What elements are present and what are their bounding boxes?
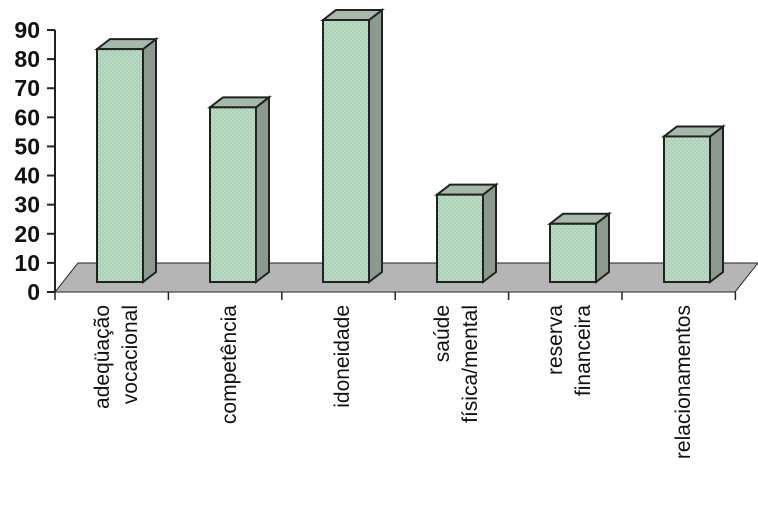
bar-side [142,37,157,285]
category-label-line: vocacional [119,305,142,404]
bar-4 [547,211,612,285]
bar-front [322,19,370,283]
y-tick-label: 10 [14,250,40,276]
category-label: relacionamentos [672,305,695,459]
bar-side [368,7,383,285]
category-label: competência [218,305,241,424]
bar-front [96,48,144,283]
bars [94,7,726,285]
category-label-line: reserva [544,305,567,375]
bar-side [709,124,724,285]
category-label-line: adeqüação [91,305,114,409]
category-label: reserva financeira [544,305,595,396]
y-tick-label: 60 [14,104,40,130]
floor-plane [53,262,758,293]
category-label: idoneidade [331,305,354,408]
bar-side [595,211,610,285]
category-label-line: competência [218,305,241,424]
y-tick-label: 50 [14,133,40,159]
bar-side [255,95,270,285]
y-tick-label: 70 [14,75,40,101]
bar-side [482,182,497,285]
y-tick-label: 90 [14,17,40,43]
category-label-line: idoneidade [331,305,354,408]
bar-front [549,222,597,283]
bar-front [663,135,711,283]
category-label: adeqüação vocacional [91,305,142,409]
y-tick-label: 30 [14,192,40,218]
y-axis: 0 10 20 30 40 50 60 70 80 90 [14,17,737,305]
category-label: saúde física/mental [431,305,482,423]
bar-2 [320,7,385,285]
category-label-line: financeira [572,305,595,396]
bar-front [436,193,484,284]
category-label-line: relacionamentos [672,305,695,459]
bar-5 [661,124,726,285]
y-tick-label: 40 [14,163,40,189]
bar-1 [207,95,272,285]
category-label-line: física/mental [459,305,482,423]
category-label-line: saúde [431,305,454,362]
y-tick-label: 0 [27,279,40,305]
bar-0 [94,37,159,285]
chart-floor [53,262,758,293]
y-tick-label: 80 [14,46,40,72]
bar-3 [434,182,499,285]
bar-front [209,106,257,284]
y-tick-label: 20 [14,221,40,247]
category-labels: adeqüação vocacional competência idoneidade… [91,305,695,459]
